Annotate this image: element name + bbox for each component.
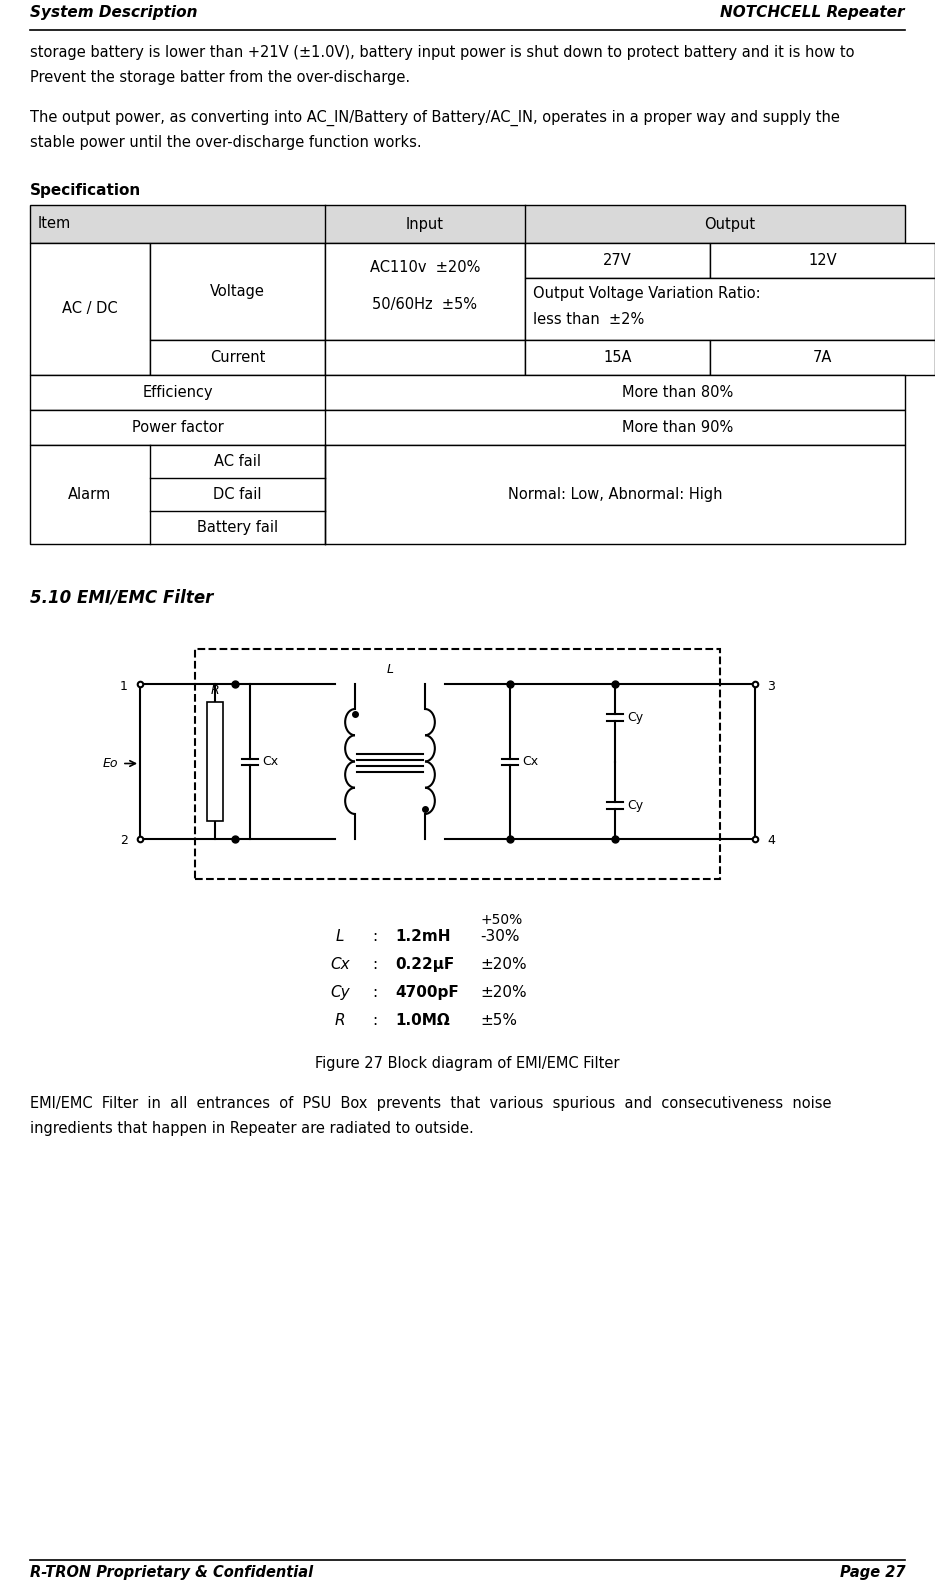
Text: 15A: 15A [603,349,632,365]
Text: Voltage: Voltage [210,284,265,299]
Text: AC fail: AC fail [214,454,261,468]
Text: DC fail: DC fail [213,488,262,502]
Text: 4700pF: 4700pF [395,985,459,1000]
Text: storage battery is lower than +21V (±1.0V), battery input power is shut down to : storage battery is lower than +21V (±1.0… [30,44,855,60]
Text: NOTCHCELL Repeater: NOTCHCELL Repeater [721,5,905,21]
Text: Efficiency: Efficiency [142,384,213,400]
Bar [30,410,905,445]
Text: Figure 27 Block diagram of EMI/EMC Filter: Figure 27 Block diagram of EMI/EMC Filte… [315,1056,620,1070]
Text: Output Voltage Variation Ratio:: Output Voltage Variation Ratio: [533,286,761,302]
Text: R-TRON Proprietary & Confidential: R-TRON Proprietary & Confidential [30,1566,313,1580]
Text: Cy: Cy [627,799,643,811]
Text: :: : [372,985,378,1000]
Bar [325,340,525,375]
Text: Alarm: Alarm [68,488,111,502]
Text: Prevent the storage batter from the over-discharge.: Prevent the storage batter from the over… [30,70,410,86]
Bar [30,243,150,375]
Text: :: : [372,929,378,943]
Bar [525,340,710,375]
Bar [150,340,325,375]
Text: Normal: Low, Abnormal: High: Normal: Low, Abnormal: High [508,488,722,502]
Text: +50%: +50% [480,913,523,927]
Bar [325,243,525,340]
Text: 0.22μF: 0.22μF [395,958,454,972]
Text: R: R [335,1013,345,1027]
Text: The output power, as converting into AC_IN/Battery of Battery/AC_IN, operates in: The output power, as converting into AC_… [30,110,840,125]
Text: :: : [372,958,378,972]
Text: Cx: Cx [522,754,539,769]
Bar [30,445,905,545]
Text: stable power until the over-discharge function works.: stable power until the over-discharge fu… [30,135,422,149]
Text: Output: Output [704,216,755,232]
Bar [710,340,935,375]
Text: Eo: Eo [103,757,118,770]
Text: L: L [336,929,344,943]
Text: 1.2mH: 1.2mH [395,929,451,943]
Text: ±20%: ±20% [480,958,526,972]
Text: Battery fail: Battery fail [197,519,278,535]
Text: -30%: -30% [480,929,520,943]
Text: Power factor: Power factor [132,419,223,435]
Text: Cx: Cx [262,754,278,769]
Text: Specification: Specification [30,183,141,198]
Text: Current: Current [209,349,266,365]
Text: 1: 1 [120,680,128,692]
Text: 12V: 12V [808,252,837,268]
Text: 1.0MΩ: 1.0MΩ [395,1013,450,1027]
Text: R: R [210,684,220,697]
Bar [30,205,905,243]
Text: 7A: 7A [813,349,832,365]
Text: AC110v  ±20%: AC110v ±20% [370,260,481,275]
Text: Cy: Cy [330,985,350,1000]
Text: 27V: 27V [603,252,632,268]
Text: Item: Item [38,216,71,232]
Text: Cy: Cy [627,711,643,724]
Text: System Description: System Description [30,5,197,21]
Text: More than 80%: More than 80% [622,384,733,400]
Text: 5.10 EMI/EMC Filter: 5.10 EMI/EMC Filter [30,589,213,607]
Text: EMI/EMC  Filter  in  all  entrances  of  PSU  Box  prevents  that  various  spur: EMI/EMC Filter in all entrances of PSU B… [30,1096,831,1112]
Text: ±5%: ±5% [480,1013,517,1027]
Bar [207,702,223,821]
Text: Input: Input [406,216,444,232]
Text: ingredients that happen in Repeater are radiated to outside.: ingredients that happen in Repeater are … [30,1121,474,1135]
Text: less than  ±2%: less than ±2% [533,311,644,327]
Text: ±20%: ±20% [480,985,526,1000]
Text: 50/60Hz  ±5%: 50/60Hz ±5% [372,297,478,313]
Bar [710,243,935,278]
Bar [525,278,935,340]
Text: Page 27: Page 27 [840,1566,905,1580]
Bar [195,649,720,880]
Text: 2: 2 [120,835,128,848]
Text: 3: 3 [767,680,775,692]
Text: AC / DC: AC / DC [63,302,118,316]
Text: Cx: Cx [330,958,350,972]
Bar [30,375,905,410]
Text: More than 90%: More than 90% [622,419,733,435]
Text: :: : [372,1013,378,1027]
Bar [150,243,325,340]
Text: 4: 4 [767,835,775,848]
Bar [525,243,710,278]
Text: L: L [386,664,394,676]
